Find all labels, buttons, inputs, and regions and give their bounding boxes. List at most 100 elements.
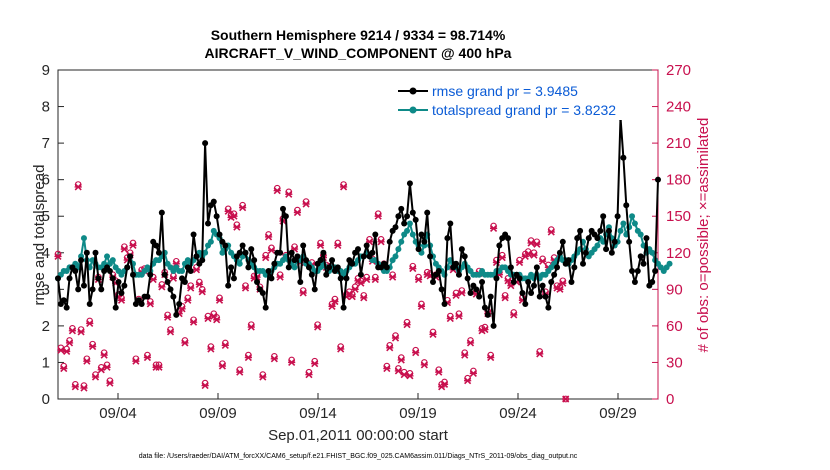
rmse-point — [251, 257, 258, 264]
x-tick-label: 09/29 — [599, 405, 637, 422]
spread-point — [392, 253, 399, 260]
rmse-point — [155, 249, 162, 256]
obs-assimilated-point — [184, 296, 192, 304]
obs-assimilated-point — [259, 373, 267, 381]
rmse-point — [507, 264, 514, 271]
obs-assimilated-point — [420, 361, 428, 369]
rmse-point — [320, 249, 327, 256]
obs-assimilated-point — [363, 276, 371, 284]
obs-assimilated-point — [230, 212, 238, 220]
rmse-point — [230, 275, 237, 282]
obs-assimilated-point — [285, 190, 293, 198]
rmse-point — [458, 246, 465, 253]
obs-assimilated-point — [276, 273, 284, 281]
data-file-footnote: data file: /Users/raeder/DAI/ATM_forcXX/… — [139, 453, 578, 460]
rmse-point — [280, 205, 286, 212]
x-tick-label: 09/14 — [299, 405, 337, 422]
obs-assimilated-point — [556, 285, 564, 293]
obs-assimilated-point — [377, 238, 385, 246]
rmse-point — [441, 300, 448, 307]
rmse-point — [282, 213, 289, 220]
rmse-point — [161, 271, 168, 278]
obs-assimilated-point — [469, 369, 477, 377]
plot-area — [57, 69, 659, 400]
rmse-point — [138, 300, 145, 307]
rmse-point — [533, 264, 540, 271]
obs-assimilated-point — [464, 377, 472, 385]
rmse-point — [447, 220, 454, 227]
legend-spread-marker — [409, 106, 417, 114]
obs-assimilated-point — [218, 362, 227, 370]
spread-point — [104, 253, 111, 260]
y-left-tick-label: 0 — [42, 391, 50, 408]
obs-assimilated-point — [60, 364, 68, 373]
obs-assimilated-point — [224, 207, 232, 215]
obs-assimilated-point — [132, 357, 140, 365]
rmse-point — [418, 231, 425, 238]
rmse-point — [109, 275, 116, 282]
obs-assimilated-point — [198, 288, 206, 296]
rmse-point — [176, 300, 183, 307]
rmse-point — [430, 279, 436, 286]
rmse-point — [245, 264, 252, 271]
obs-assimilated-point — [498, 254, 506, 262]
spread-point — [637, 231, 644, 238]
obs-assimilated-point — [383, 364, 391, 373]
rmse-point — [340, 304, 347, 311]
spread-point — [409, 231, 416, 238]
obs-assimilated-point — [83, 357, 91, 365]
obs-assimilated-point — [527, 239, 535, 247]
rmse-point — [395, 213, 402, 220]
rmse-point — [551, 271, 558, 278]
obs-assimilated-point — [487, 354, 495, 362]
rmse-point — [542, 293, 549, 300]
legend-box — [392, 78, 652, 120]
spread-point — [620, 220, 627, 227]
obs-assimilated-point — [536, 350, 544, 358]
rmse-point — [242, 249, 249, 256]
obs-assimilated-point — [267, 246, 276, 254]
obs-assimilated-point — [562, 395, 570, 403]
obs-assimilated-point — [429, 330, 437, 338]
y-right-tick-label: 180 — [666, 172, 691, 189]
rmse-point — [444, 235, 451, 242]
rmse-point — [153, 242, 160, 249]
rmse-point — [620, 154, 627, 161]
rmse-point — [326, 264, 333, 271]
obs-assimilated-point — [461, 351, 469, 359]
rmse-point — [386, 238, 393, 245]
rmse-point — [303, 257, 310, 264]
rmse-point — [112, 304, 119, 311]
y-left-tick-label: 7 — [42, 135, 50, 152]
rmse-point — [236, 249, 243, 256]
y-right-tick-label: 0 — [666, 391, 674, 408]
rmse-point — [190, 231, 197, 238]
rmse-point — [476, 293, 483, 300]
rmse-point — [164, 279, 171, 286]
obs-assimilated-point — [213, 316, 221, 324]
spread-point — [207, 238, 214, 245]
rmse-point — [415, 246, 422, 253]
rmse-point — [355, 246, 361, 253]
y-left-tick-label: 3 — [42, 281, 50, 298]
rmse-point — [571, 264, 578, 271]
obs-assimilated-point — [417, 302, 426, 310]
rmse-point — [294, 253, 301, 260]
rmse-point — [78, 257, 85, 264]
y-left-tick-label: 2 — [42, 318, 50, 335]
obs-assimilated-point — [264, 233, 273, 241]
rmse-point — [323, 271, 330, 278]
obs-assimilated-point — [221, 341, 229, 349]
rmse-point — [55, 275, 61, 282]
rmse-point — [582, 249, 589, 256]
rmse-point — [453, 260, 460, 267]
y-left-tick-label: 6 — [42, 172, 50, 189]
y-right-tick-label: 270 — [666, 62, 691, 79]
rmse-point — [496, 242, 503, 249]
obs-assimilated-point — [316, 241, 325, 250]
rmse-point — [63, 304, 70, 311]
obs-assimilated-point — [207, 345, 215, 353]
obs-assimilated-point — [71, 383, 79, 391]
rmse-point — [536, 293, 543, 300]
spread-point — [631, 220, 638, 227]
